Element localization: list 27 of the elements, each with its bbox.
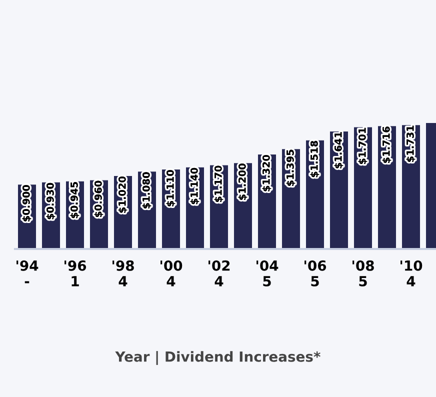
data-label: $0.960 <box>94 180 104 218</box>
data-label: $0.945 <box>70 182 80 218</box>
data-label: $1.140 <box>190 168 200 204</box>
data-label: $1.701 <box>358 128 368 164</box>
data-label: $0.930 <box>46 182 56 220</box>
data-label: $1.641 <box>334 132 344 168</box>
data-label: $1.716 <box>382 126 392 163</box>
text: Year | Dividend Increases* <box>115 351 320 365</box>
data-label: $1.080 <box>142 172 152 208</box>
x-tick-label: '06 5 <box>304 260 326 286</box>
x-tick-label: '94 - <box>16 260 38 284</box>
x-tick-label: '96 1 <box>64 260 86 286</box>
data-label: $1.110 <box>166 170 176 206</box>
x-tick-label: '00 4 <box>160 260 182 286</box>
x-tick-label: '02 4 <box>208 260 230 286</box>
x-tick-label: '10 4 <box>400 260 422 286</box>
data-label: $1.320 <box>262 154 272 192</box>
data-label: $0.900 <box>22 185 32 222</box>
data-label: $1.200 <box>238 164 248 200</box>
data-label: $1.731 <box>406 126 416 162</box>
x-tick-label: '04 5 <box>256 260 278 286</box>
data-label: $1.170 <box>214 166 224 202</box>
data-label: $1.020 <box>118 176 128 213</box>
x-tick-label: '98 4 <box>112 260 134 286</box>
data-label: $1.518 <box>310 140 320 178</box>
data-label: $1.395 <box>286 150 296 186</box>
x-tick-label: '08 5 <box>352 260 374 286</box>
